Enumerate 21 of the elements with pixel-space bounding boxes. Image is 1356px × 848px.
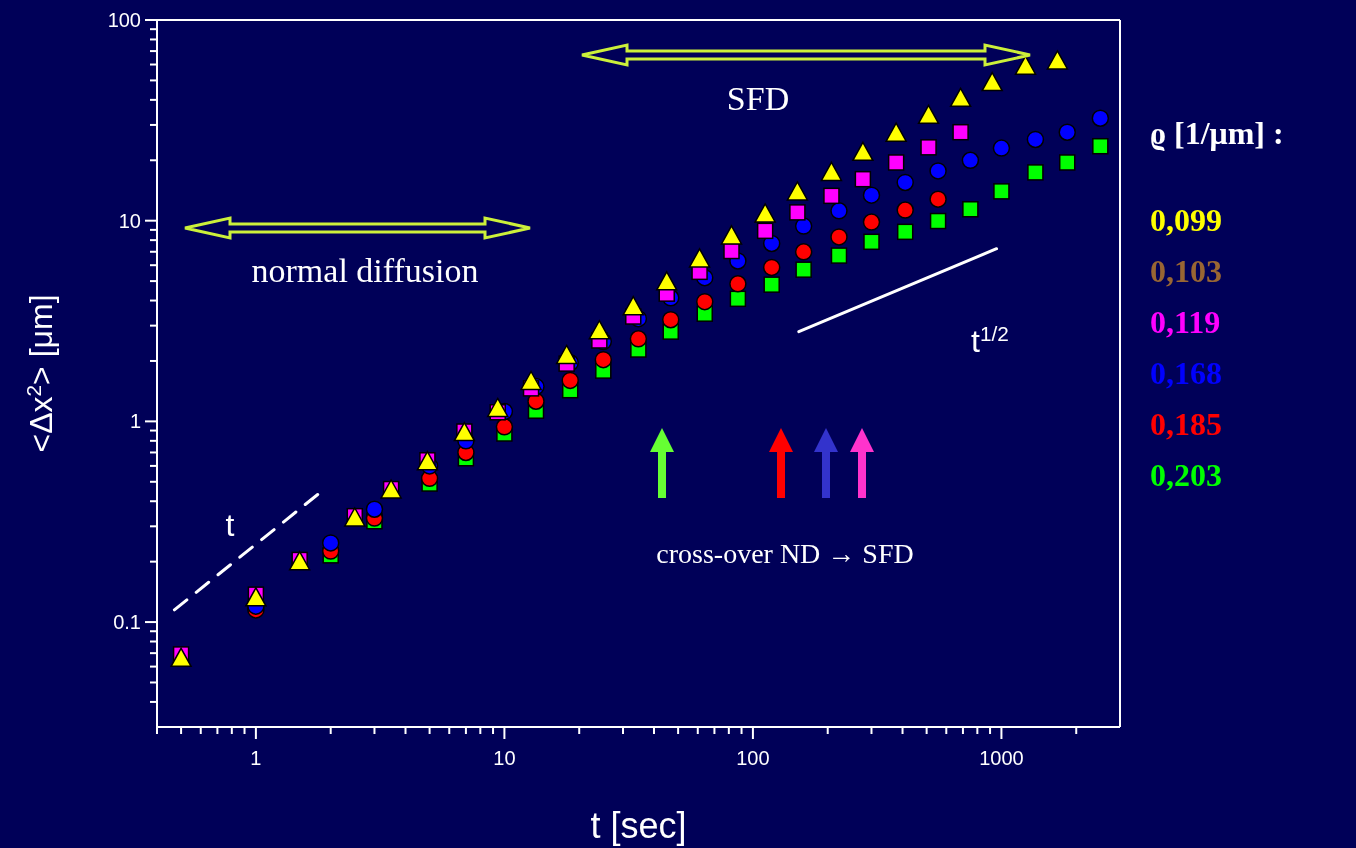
x-tick-label: 1 bbox=[250, 747, 262, 769]
legend-label: 0,103 bbox=[1150, 252, 1223, 291]
y-tick-label: 100 bbox=[107, 9, 141, 31]
annotation: cross-over ND → SFD bbox=[656, 538, 914, 569]
x-axis-title: t [sec] bbox=[590, 805, 687, 846]
text: 0,099 bbox=[1150, 201, 1223, 240]
y-tick-label: 10 bbox=[118, 209, 141, 232]
y-tick-label: 1 bbox=[129, 410, 141, 433]
text: 0,203 bbox=[1150, 456, 1223, 495]
legend-title: ϱ [1/μm] : bbox=[1150, 114, 1284, 153]
x-tick-label: 1000 bbox=[979, 747, 1024, 769]
annotation: SFD bbox=[726, 80, 790, 117]
x-tick-label: 10 bbox=[493, 747, 516, 769]
y-tick-label: 0.1 bbox=[113, 611, 141, 634]
x-tick-label: 100 bbox=[736, 747, 770, 769]
annotation: t$^{1/2}$ bbox=[971, 321, 1009, 359]
text: 0,119 bbox=[1150, 303, 1222, 342]
text: 0,185 bbox=[1150, 405, 1223, 444]
annotation: normal diffusion bbox=[251, 252, 479, 289]
text: 0,168 bbox=[1150, 354, 1223, 393]
annotation: t bbox=[225, 507, 235, 543]
